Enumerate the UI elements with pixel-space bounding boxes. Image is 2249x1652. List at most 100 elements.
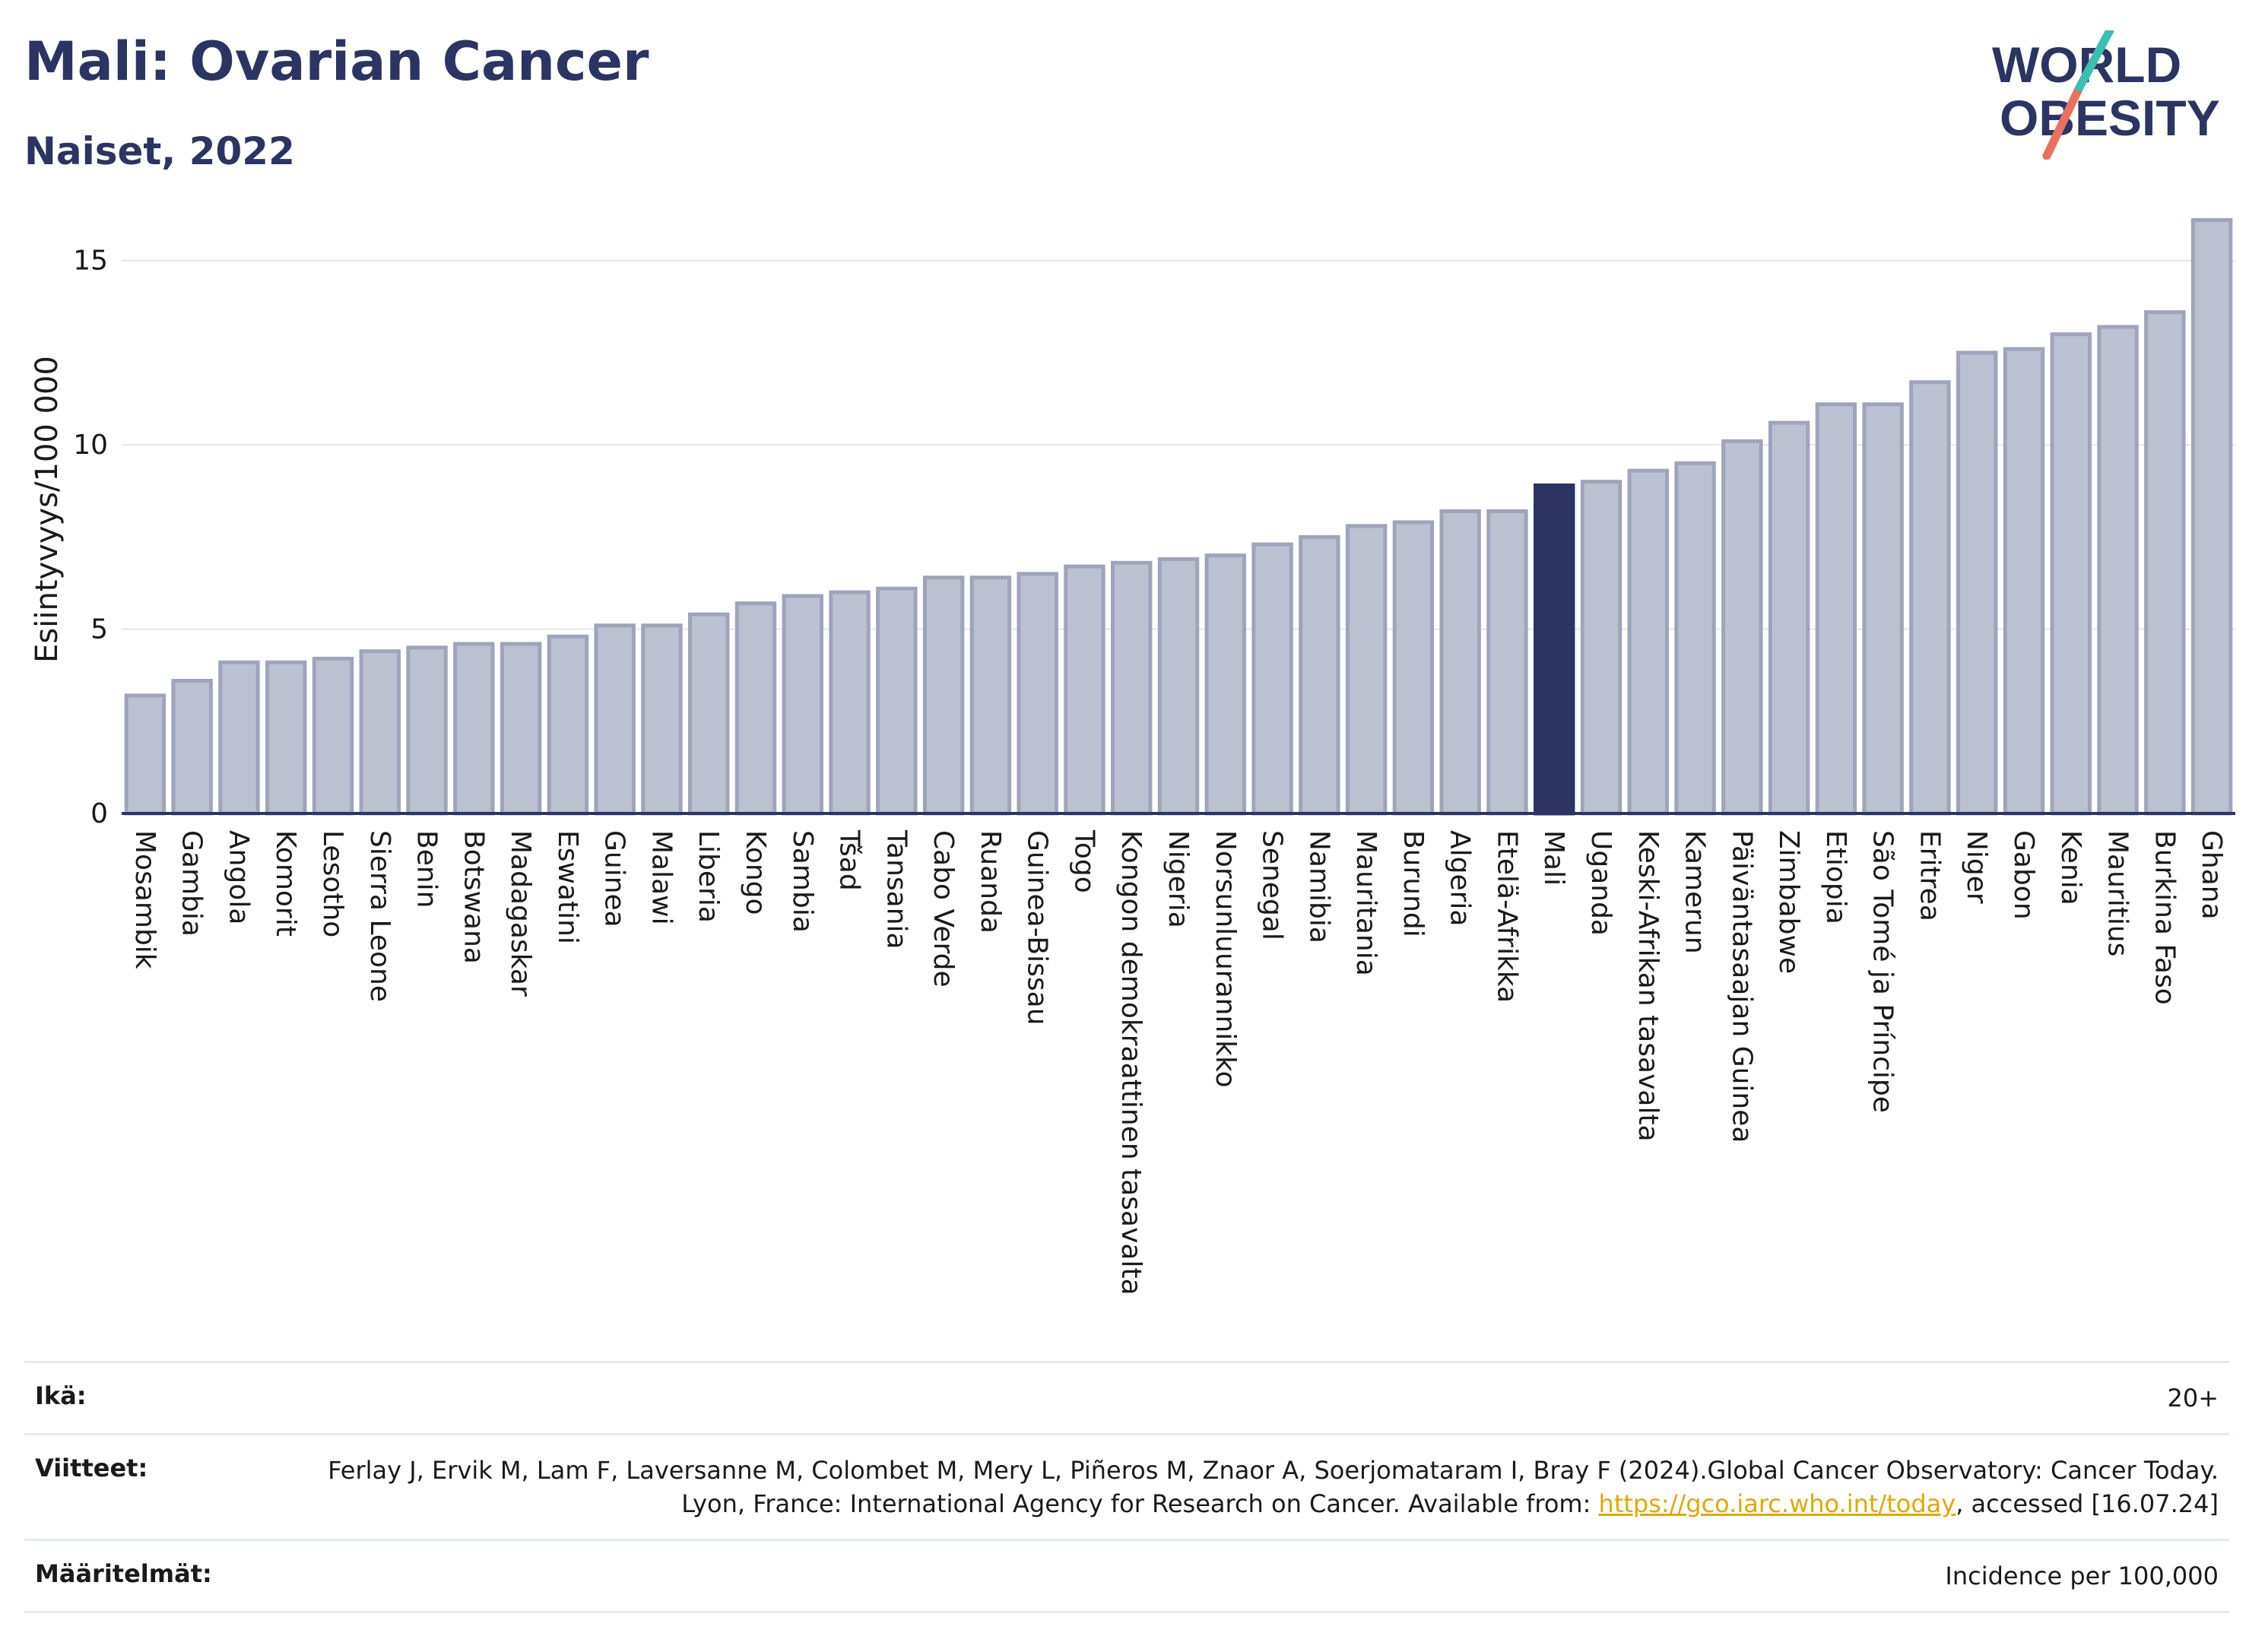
bar-1 bbox=[171, 678, 213, 816]
bar-25 bbox=[1299, 534, 1340, 816]
x-tick-label: Guinea bbox=[599, 830, 630, 927]
bar-27 bbox=[1392, 520, 1435, 816]
x-tick-label: Zimbabwe bbox=[1773, 830, 1804, 974]
info-row-references: Viitteet: Ferlay J, Ervik M, Lam F, Lave… bbox=[24, 1433, 2229, 1539]
info-row-definitions: Määritelmät: Incidence per 100,000 bbox=[24, 1539, 2229, 1613]
bar-17 bbox=[922, 576, 965, 816]
x-tick-label: Tansania bbox=[880, 829, 912, 950]
bar-30 bbox=[1534, 483, 1575, 816]
bar-3 bbox=[265, 660, 307, 816]
x-tick-label: Mali bbox=[1538, 830, 1569, 886]
bar-6 bbox=[406, 645, 448, 816]
x-tick-label: Norsunluurannikko bbox=[1210, 830, 1241, 1088]
bar-34 bbox=[1721, 439, 1763, 816]
world-obesity-logo: WORLD OBESITY bbox=[1992, 30, 2220, 160]
bar-7 bbox=[453, 642, 495, 816]
x-tick-label: Togo bbox=[1068, 829, 1099, 893]
bar-23 bbox=[1204, 553, 1246, 816]
bar-32 bbox=[1627, 468, 1669, 816]
bar-37 bbox=[1862, 402, 1904, 816]
references-label: Viitteet: bbox=[35, 1454, 148, 1482]
x-tick-label: Nigeria bbox=[1163, 830, 1194, 928]
bar-14 bbox=[782, 594, 823, 816]
x-tick-label: Sambia bbox=[787, 830, 818, 933]
age-label: Ikä: bbox=[35, 1381, 87, 1410]
x-tick-label: Sierra Leone bbox=[364, 830, 395, 1002]
x-tick-label: Liberia bbox=[693, 830, 724, 923]
bar-44 bbox=[2190, 217, 2233, 816]
x-tick-label: Päiväntasaajan Guinea bbox=[1726, 830, 1757, 1143]
chart-title: Mali: Ovarian Cancer bbox=[24, 30, 649, 93]
bar-35 bbox=[1768, 420, 1810, 816]
bar-21 bbox=[1111, 560, 1153, 816]
x-tick-label: Madagaskar bbox=[505, 830, 536, 997]
x-tick-label: Eritrea bbox=[1914, 830, 1945, 921]
info-row-age: Ikä: 20+ bbox=[24, 1361, 2229, 1433]
logo-slash-upper bbox=[2075, 30, 2114, 92]
info-table: Ikä: 20+ Viitteet: Ferlay J, Ervik M, La… bbox=[24, 1361, 2229, 1613]
x-tick-label: Mauritius bbox=[2102, 830, 2133, 956]
x-tick-label: Kongo bbox=[740, 830, 771, 915]
bar-chart: 0 5 10 15 Mosambik Gambia Angola Komorit Lesotho… bbox=[30, 217, 2235, 1295]
bar-42 bbox=[2097, 325, 2139, 816]
x-tick-label: Malawi bbox=[646, 830, 677, 925]
references-value: Ferlay J, Ervik M, Lam F, Laversanne M, … bbox=[318, 1454, 2219, 1520]
x-tick-label: Namibia bbox=[1303, 830, 1334, 943]
x-tick-label: Keski-Afrikan tasavalta bbox=[1632, 830, 1664, 1142]
bar-26 bbox=[1345, 524, 1388, 816]
x-tick-label: Cabo Verde bbox=[928, 830, 959, 988]
x-tick-label: Kamerun bbox=[1680, 830, 1711, 954]
bar-13 bbox=[734, 601, 777, 816]
bar-8 bbox=[500, 642, 542, 816]
y-axis-label: Esiintyvyys/100 000 bbox=[30, 356, 65, 663]
x-tick-label: Guinea-Bissau bbox=[1022, 830, 1053, 1026]
logo-line-2: OBESITY bbox=[2000, 90, 2220, 146]
bar-18 bbox=[969, 576, 1012, 816]
bar-24 bbox=[1251, 542, 1293, 816]
x-tick-label: Gambia bbox=[176, 830, 208, 937]
x-tick-label: Mosambik bbox=[129, 830, 160, 969]
bar-20 bbox=[1064, 564, 1105, 816]
x-tick-label: Angola bbox=[223, 830, 254, 924]
bar-0 bbox=[124, 693, 167, 816]
y-tick-label: 5 bbox=[90, 614, 108, 645]
bar-22 bbox=[1157, 556, 1200, 816]
x-tick-label: Niger bbox=[1961, 830, 1992, 904]
y-tick-label: 15 bbox=[73, 246, 108, 277]
x-tick-label: Botswana bbox=[458, 830, 489, 964]
references-link[interactable]: https://gco.iarc.who.int/today bbox=[1598, 1489, 1956, 1518]
definitions-label: Määritelmät: bbox=[35, 1559, 212, 1588]
bar-29 bbox=[1486, 509, 1528, 816]
x-tick-label: Senegal bbox=[1257, 830, 1288, 940]
bar-10 bbox=[594, 623, 636, 816]
bar-5 bbox=[359, 649, 401, 816]
logo-line-1: WORLD bbox=[1992, 36, 2181, 93]
x-tick-label: Eswatini bbox=[552, 830, 583, 944]
bar-2 bbox=[218, 660, 260, 816]
x-tick-label: Uganda bbox=[1585, 830, 1616, 936]
y-tick-label: 10 bbox=[73, 430, 108, 461]
bar-4 bbox=[312, 656, 354, 816]
bar-11 bbox=[641, 623, 683, 816]
x-tick-label: Kongon demokraattinen tasavalta bbox=[1115, 830, 1147, 1295]
x-tick-label: Lesotho bbox=[317, 830, 348, 937]
bar-15 bbox=[829, 590, 871, 816]
bar-41 bbox=[2050, 332, 2092, 816]
x-tick-label: Etelä-Afrikka bbox=[1491, 830, 1522, 1003]
x-tick-label: Burkina Faso bbox=[2149, 830, 2180, 1005]
age-value: 20+ bbox=[2167, 1384, 2219, 1413]
bar-43 bbox=[2144, 310, 2186, 816]
x-tick-label: Ruanda bbox=[975, 830, 1006, 934]
definitions-value: Incidence per 100,000 bbox=[1945, 1562, 2219, 1590]
logo-slash-lower bbox=[2042, 83, 2084, 160]
x-tick-label: Etiopia bbox=[1820, 830, 1851, 924]
bar-36 bbox=[1815, 402, 1857, 816]
x-tick-label: Kenia bbox=[2055, 830, 2086, 905]
bar-12 bbox=[688, 612, 730, 816]
x-tick-label: Algeria bbox=[1445, 830, 1476, 927]
bar-33 bbox=[1674, 461, 1716, 816]
bar-40 bbox=[2003, 347, 2045, 816]
chart-subtitle: Naiset, 2022 bbox=[24, 129, 295, 173]
y-tick-label: 0 bbox=[90, 798, 108, 829]
bar-31 bbox=[1580, 480, 1623, 816]
